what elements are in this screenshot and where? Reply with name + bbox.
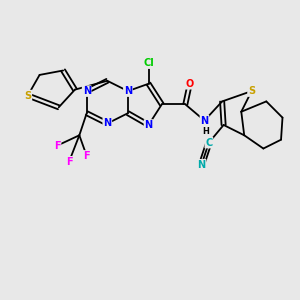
Text: O: O: [186, 79, 194, 89]
Text: Cl: Cl: [143, 58, 154, 68]
Text: F: F: [54, 141, 61, 151]
Text: N: N: [197, 160, 206, 170]
Text: N: N: [124, 86, 132, 96]
Text: S: S: [248, 86, 255, 96]
Text: N: N: [145, 120, 153, 130]
Text: S: S: [24, 91, 32, 100]
Text: N: N: [200, 116, 208, 126]
Text: H: H: [202, 127, 209, 136]
Text: F: F: [83, 151, 90, 161]
Text: N: N: [103, 118, 111, 128]
Text: C: C: [205, 138, 212, 148]
Text: N: N: [82, 86, 91, 96]
Text: F: F: [66, 157, 72, 167]
